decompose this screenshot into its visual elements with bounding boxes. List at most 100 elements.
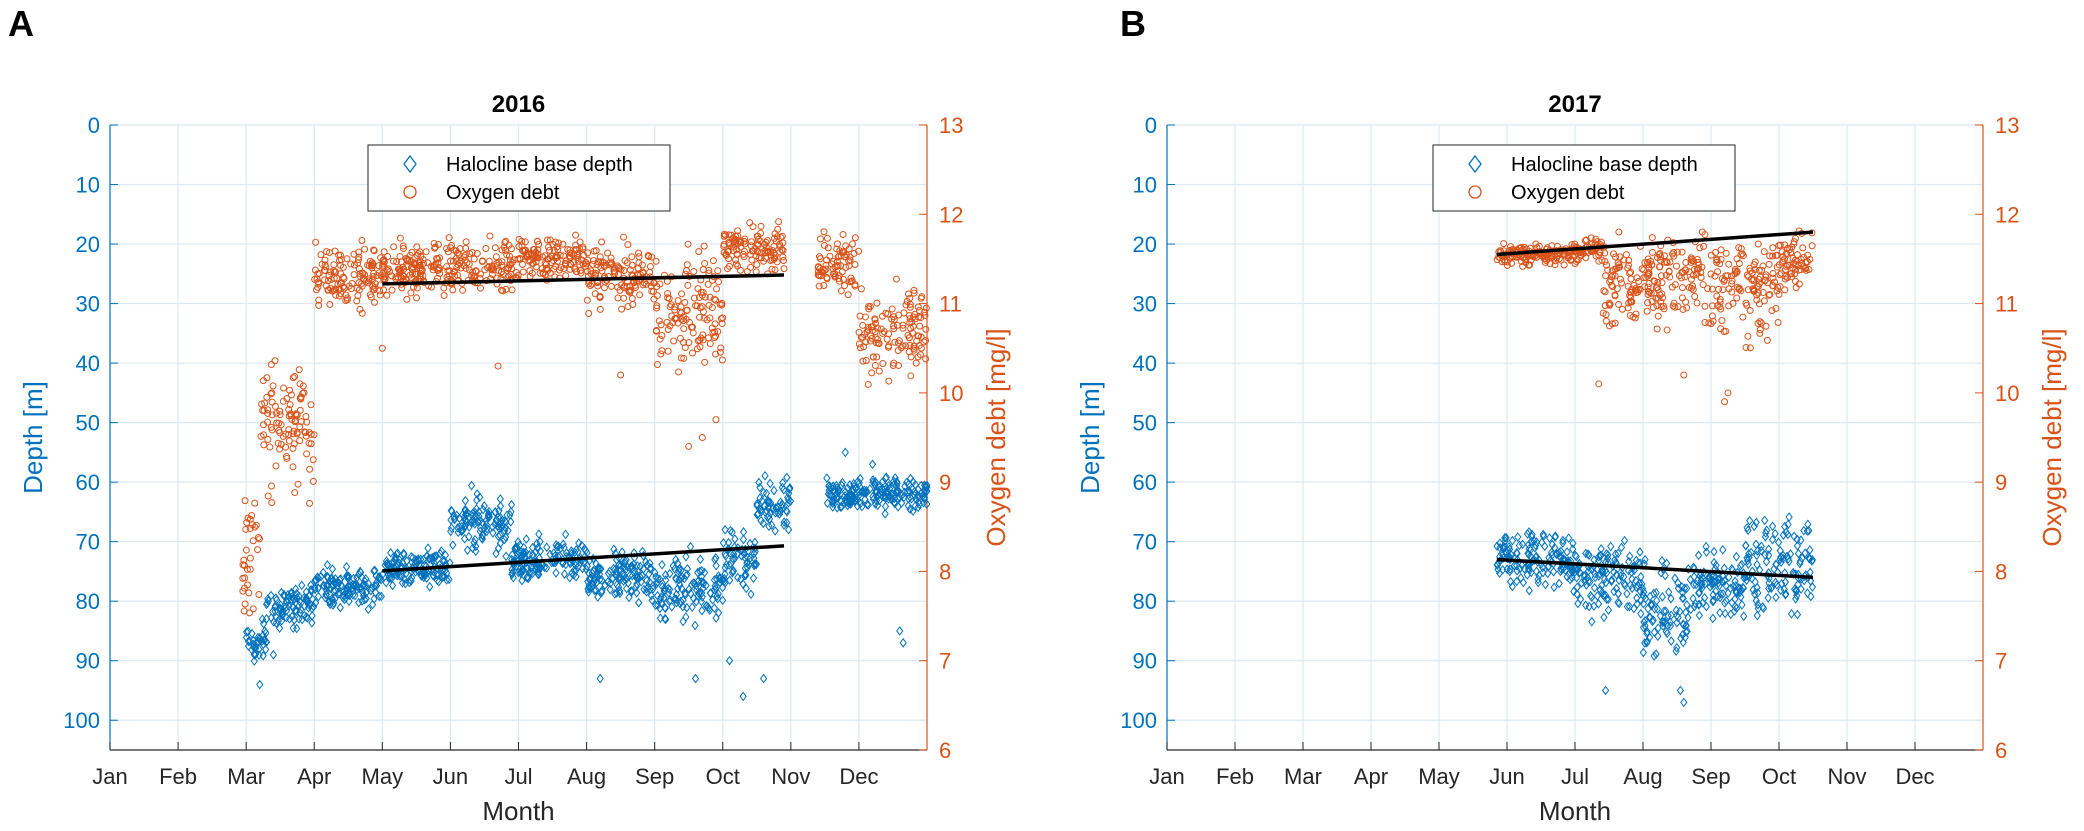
depth-point [1523, 529, 1532, 539]
depth-point [733, 549, 741, 560]
depth-point [652, 600, 660, 611]
x-tick-label: Jul [504, 764, 532, 789]
depth-point [1630, 603, 1638, 614]
oxygen-point [620, 294, 628, 302]
oxygen-point [727, 231, 735, 239]
depth-point [468, 543, 477, 554]
oxygen-point [848, 277, 856, 285]
oxygen-point [695, 248, 703, 256]
oxygen-point [434, 266, 442, 274]
depth-point [869, 475, 877, 485]
oxygen-point [1685, 284, 1693, 292]
depth-point [308, 610, 316, 621]
depth-point [473, 495, 481, 505]
depth-point [447, 515, 455, 525]
depth-point [502, 551, 510, 562]
depth-point [660, 593, 668, 604]
depth-point [750, 553, 758, 563]
depth-point [329, 586, 338, 596]
oxygen-point [579, 260, 587, 268]
oxygen-point [361, 271, 369, 279]
oxygen-point [1615, 263, 1623, 271]
depth-point [467, 480, 476, 491]
oxygen-point [523, 249, 531, 257]
depth-point [1506, 564, 1514, 574]
oxygen-point [288, 415, 296, 423]
depth-point [1761, 515, 1769, 526]
oxygen-point [1668, 283, 1676, 291]
depth-point [489, 528, 497, 538]
oxygen-point [674, 297, 682, 305]
depth-point [375, 591, 383, 602]
oxygen-point [711, 320, 719, 328]
depth-point [1706, 581, 1714, 592]
x-tick-label: Mar [1284, 764, 1322, 789]
depth-point [677, 565, 685, 575]
oxygen-point [399, 242, 407, 250]
oxygen-point [646, 262, 654, 270]
depth-point [881, 501, 890, 512]
depth-point [383, 558, 391, 569]
oxygen-point [518, 260, 526, 268]
legend-circle-icon [403, 185, 417, 199]
depth-point [1633, 593, 1641, 603]
depth-point [615, 560, 623, 571]
depth-point [1658, 555, 1666, 566]
depth-point [293, 623, 301, 634]
oxygen-point [477, 284, 485, 292]
depth-point [516, 540, 524, 550]
oxygen-point [1776, 283, 1784, 291]
oxygen-point [1777, 269, 1785, 277]
depth-point [1782, 527, 1790, 538]
depth-point [278, 610, 287, 621]
oxygen-point [884, 343, 892, 351]
oxygen-point [370, 247, 378, 255]
depth-point [326, 583, 334, 594]
depth-point [345, 596, 353, 607]
oxygen-point [1720, 328, 1728, 336]
oxygen-point [706, 293, 714, 301]
depth-point [739, 527, 748, 537]
right-tick-label: 10 [939, 381, 963, 406]
oxygen-point [396, 252, 404, 260]
depth-point [285, 613, 294, 624]
oxygen-point [1743, 301, 1751, 309]
depth-point [823, 473, 831, 483]
depth-point [1644, 603, 1652, 614]
x-tick-label: Dec [1895, 764, 1934, 789]
oxygen-point [891, 338, 899, 346]
depth-point [1742, 540, 1750, 551]
legend-box [367, 144, 671, 212]
oxygen-point [716, 348, 724, 356]
depth-point [1620, 578, 1629, 589]
depth-point [633, 569, 641, 580]
oxygen-point [1663, 259, 1671, 267]
depth-point [647, 590, 655, 601]
depth-point [1661, 570, 1669, 581]
depth-point [899, 638, 907, 648]
oxygen-point [518, 242, 526, 250]
oxygen-point [498, 286, 506, 294]
depth-point [355, 569, 363, 580]
oxygen-point [1663, 326, 1671, 334]
depth-point [737, 551, 746, 561]
oxygen-point [482, 245, 490, 253]
oxygen-point [820, 241, 828, 249]
depth-point [1721, 598, 1729, 608]
x-tick-label: Sep [1691, 764, 1730, 789]
oxygen-point [688, 349, 696, 357]
depth-point [742, 570, 750, 581]
depth-point [1563, 571, 1571, 582]
depth-point [1541, 579, 1550, 590]
oxygen-point [1541, 255, 1549, 263]
oxygen-point [1655, 263, 1663, 271]
depth-point [633, 573, 641, 583]
depth-point [1676, 685, 1685, 696]
oxygen-point [761, 249, 769, 257]
oxygen-point [1766, 252, 1774, 260]
depth-point [1772, 559, 1780, 570]
oxygen-point [1724, 272, 1732, 280]
depth-point [585, 573, 594, 584]
depth-point [896, 492, 904, 503]
depth-point [884, 486, 893, 497]
